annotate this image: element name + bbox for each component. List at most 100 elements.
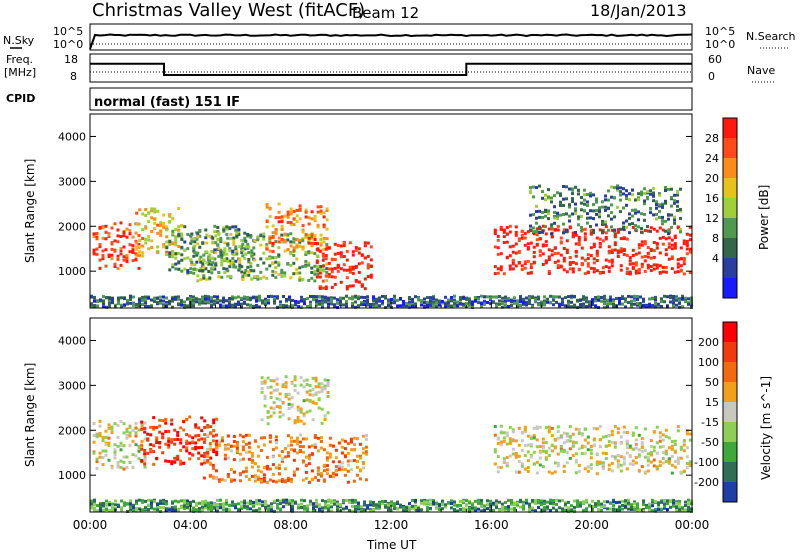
echo-cell (637, 251, 641, 255)
echo-cell (682, 239, 686, 243)
echo-cell (571, 187, 574, 191)
echo-cell (147, 498, 150, 502)
echo-cell (496, 271, 500, 275)
echo-cell (565, 270, 569, 274)
echo-cell (346, 451, 350, 455)
echo-cell (207, 504, 210, 508)
echo-cell (679, 447, 683, 451)
echo-cell (116, 424, 120, 428)
echo-cell (547, 446, 551, 450)
echo-cell (211, 266, 215, 270)
echo-cell (268, 215, 272, 218)
echo-cell (297, 503, 300, 507)
echo-cell (450, 502, 453, 505)
echo-cell (480, 302, 483, 306)
echo-cell (585, 300, 588, 304)
echo-cell (199, 278, 203, 282)
echo-cell (226, 456, 230, 460)
echo-cell (502, 241, 506, 244)
echo-cell (679, 187, 682, 191)
echo-cell (600, 509, 603, 512)
echo-cell (652, 267, 656, 271)
echo-cell (621, 295, 624, 299)
echo-cell (640, 465, 644, 469)
echo-cell (128, 461, 132, 464)
echo-cell (522, 500, 525, 504)
echo-cell (580, 256, 584, 260)
echo-cell (308, 409, 312, 413)
echo-cell (96, 300, 99, 303)
echo-cell (261, 299, 264, 303)
echo-cell (202, 440, 206, 444)
echo-cell (266, 386, 270, 390)
echo-cell (610, 203, 613, 207)
echo-cell (355, 437, 359, 440)
y-tick-label: 4000 (58, 130, 86, 143)
echo-cell (180, 235, 184, 239)
echo-cell (640, 193, 643, 197)
echo-cell (281, 385, 285, 389)
echo-cell (307, 261, 311, 265)
echo-cell (592, 257, 596, 261)
echo-cell (173, 428, 177, 432)
echo-cell (330, 501, 333, 505)
echo-cell (202, 274, 206, 278)
echo-cell (634, 208, 637, 212)
echo-cell (601, 205, 604, 209)
echo-cell (393, 297, 396, 301)
echo-cell (144, 208, 148, 211)
echo-cell (116, 234, 120, 238)
echo-cell (441, 301, 444, 305)
echo-cell (547, 454, 551, 457)
echo-cell (667, 236, 671, 240)
colorbar-segment (723, 422, 737, 443)
echo-cell (253, 475, 257, 479)
echo-cell (574, 233, 578, 237)
echo-cell (250, 252, 254, 256)
echo-cell (633, 298, 636, 302)
echo-cell (131, 439, 135, 443)
echo-cell (159, 229, 163, 233)
echo-cell (283, 455, 287, 459)
echo-cell (577, 217, 580, 221)
echo-cell (658, 226, 662, 230)
echo-cell (670, 204, 673, 208)
echo-cell (639, 304, 642, 308)
echo-cell (661, 461, 665, 465)
echo-cell (595, 197, 598, 201)
echo-cell (234, 506, 237, 510)
echo-cell (405, 304, 408, 308)
noise-strip-frame (89, 23, 693, 51)
echo-cell (246, 505, 249, 509)
echo-cell (300, 305, 303, 309)
echo-cell (673, 244, 677, 248)
echo-cell (613, 445, 617, 449)
echo-cell (288, 295, 291, 299)
echo-cell (664, 270, 668, 274)
echo-cell (144, 238, 148, 241)
echo-cell (675, 505, 678, 509)
echo-cell (199, 267, 203, 271)
echo-cell (301, 450, 305, 454)
echo-cell (502, 272, 506, 276)
echo-cell (235, 249, 239, 253)
echo-cell (201, 502, 204, 506)
echo-cell (168, 268, 172, 272)
echo-cell (663, 504, 666, 508)
echo-cell (274, 275, 278, 279)
echo-cell (174, 295, 177, 299)
echo-cell (325, 207, 329, 211)
echo-cell (285, 501, 288, 504)
echo-cell (547, 209, 550, 213)
echo-cell (643, 199, 646, 203)
echo-cell (196, 279, 200, 283)
echo-cell (486, 301, 489, 304)
echo-cell (267, 295, 270, 298)
echo-cell (243, 271, 247, 275)
echo-cell (204, 299, 207, 303)
echo-cell (220, 275, 224, 279)
echo-cell (298, 445, 302, 448)
echo-cell (519, 297, 522, 301)
echo-cell (673, 450, 677, 454)
echo-cell (358, 442, 362, 446)
